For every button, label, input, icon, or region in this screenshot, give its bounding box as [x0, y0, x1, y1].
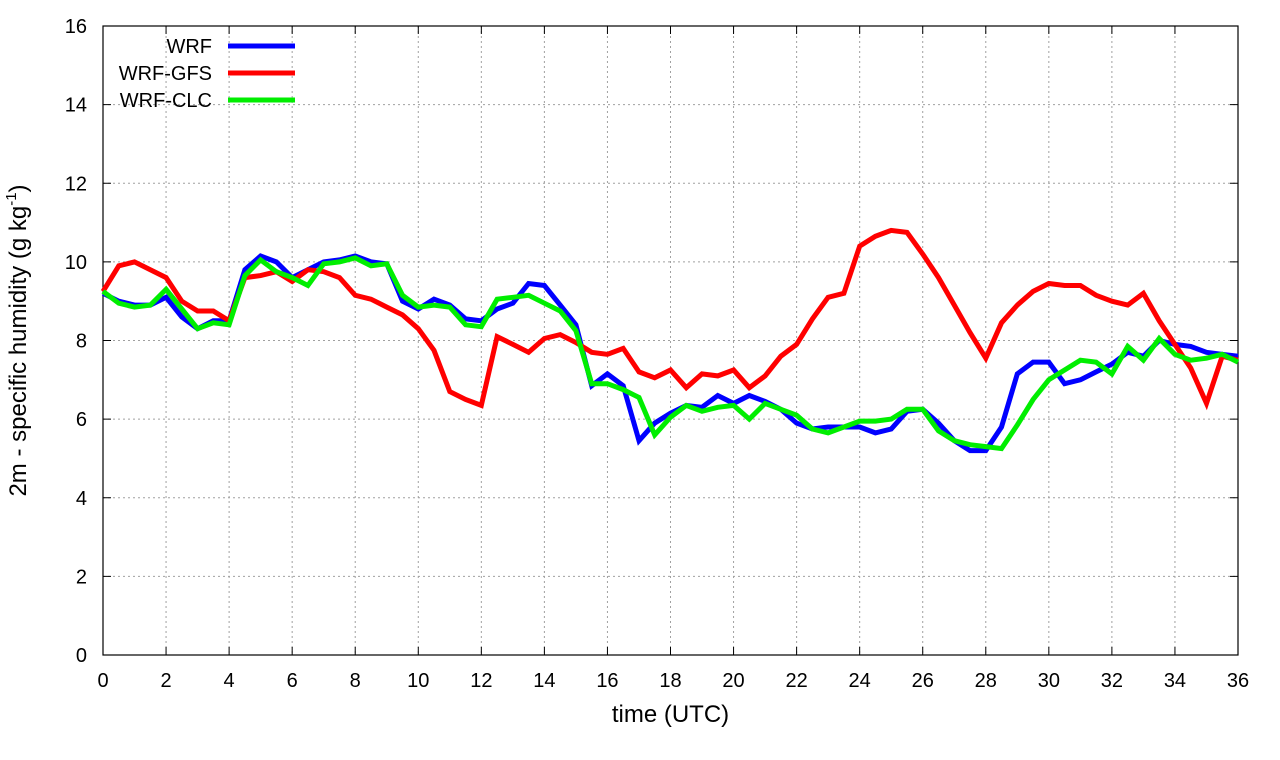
series-line-wrf-clc [101, 255, 1240, 452]
legend: WRF WRF-GFS WRF-CLC [119, 36, 295, 112]
x-tick-label: 22 [785, 670, 807, 692]
legend-label-wrf: WRF [166, 36, 212, 58]
grid-lines [103, 26, 1238, 655]
y-tick-label: 4 [76, 488, 87, 510]
x-tick-label: 12 [470, 670, 492, 692]
series-line-wrf-gfs [100, 227, 1239, 411]
x-tick-label: 14 [533, 670, 555, 692]
y-tick-labels: 0 2 4 6 8 10 12 14 16 [65, 16, 87, 667]
y-axis-title-superscript: -1 [3, 192, 20, 205]
y-tick-label: 6 [76, 409, 87, 431]
legend-label-wrf-gfs: WRF-GFS [119, 63, 212, 85]
x-tick-label: 36 [1227, 670, 1249, 692]
y-axis-title-main: 2m - specific humidity (g kg [5, 206, 32, 497]
y-tick-label: 10 [65, 252, 87, 274]
y-axis-title: 2m - specific humidity (g kg-1) [3, 184, 32, 496]
x-tick-label: 2 [160, 670, 171, 692]
x-tick-label: 4 [224, 670, 235, 692]
x-tick-label: 10 [407, 670, 429, 692]
x-tick-label: 34 [1164, 670, 1186, 692]
legend-label-wrf-clc: WRF-CLC [120, 90, 212, 112]
x-tick-label: 32 [1101, 670, 1123, 692]
x-tick-label: 28 [975, 670, 997, 692]
x-tick-label: 24 [849, 670, 871, 692]
x-tick-label: 26 [912, 670, 934, 692]
x-tick-label: 0 [97, 670, 108, 692]
x-tick-label: 6 [287, 670, 298, 692]
series-lines [100, 227, 1240, 454]
plot-frame [102, 25, 1239, 656]
x-tick-label: 30 [1038, 670, 1060, 692]
x-tick-label: 16 [596, 670, 618, 692]
y-tick-label: 8 [76, 331, 87, 353]
x-tick-label: 18 [659, 670, 681, 692]
y-tick-label: 0 [76, 645, 87, 667]
x-axis-title: time (UTC) [612, 701, 729, 728]
y-axis-title-close: ) [5, 184, 32, 192]
x-tick-labels: 0 2 4 6 8 10 12 14 16 18 20 22 24 26 28 30 32 34 36 [97, 670, 1249, 692]
x-tick-label: 8 [350, 670, 361, 692]
y-tick-label: 2 [76, 566, 87, 588]
y-tick-label: 14 [65, 95, 87, 117]
y-tick-label: 12 [65, 173, 87, 195]
x-tick-label: 20 [722, 670, 744, 692]
y-tick-label: 16 [65, 16, 87, 38]
